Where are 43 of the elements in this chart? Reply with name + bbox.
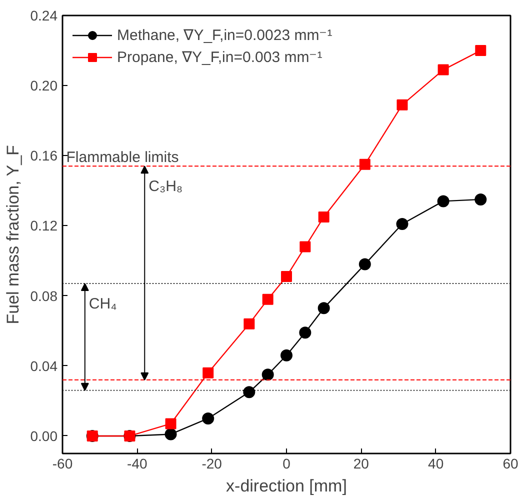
x-tick-label: 40 (428, 456, 444, 472)
y-tick-label: 0.24 (30, 8, 58, 24)
annotation: C₃H₈ (148, 178, 183, 196)
x-tick-label: 0 (282, 456, 291, 472)
y-tick-label: 0.20 (30, 78, 58, 94)
point (299, 326, 312, 339)
y-axis-title: Fuel mass fraction, Y_F (3, 145, 22, 324)
point (438, 64, 449, 76)
x-tick-label: 60 (502, 456, 518, 472)
x-axis-title: x-direction [mm] (226, 476, 347, 496)
point (280, 349, 292, 362)
point (262, 368, 274, 381)
point (474, 193, 487, 206)
y-tick-label: 0.16 (30, 148, 58, 164)
point (262, 294, 274, 305)
x-tick-label: -60 (52, 456, 73, 472)
annotation: Flammable limits (66, 149, 179, 166)
point (437, 195, 450, 208)
x-tick-label: 20 (353, 456, 370, 472)
point (165, 418, 176, 430)
point (318, 211, 330, 222)
y-tick-label: 0.04 (30, 358, 58, 374)
point (281, 271, 292, 282)
x-tick-label: -20 (202, 456, 222, 472)
y-tick-label: 0.12 (30, 218, 58, 234)
point (202, 412, 214, 424)
annotation: CH₄ (88, 296, 117, 313)
y-tick-label: 0.08 (30, 288, 58, 304)
point (300, 241, 311, 252)
point (318, 302, 330, 314)
legend-label: Methane, ∇Y_F,in=0.0023 mm⁻¹ (117, 26, 332, 44)
x-tick-label: -40 (127, 456, 148, 472)
point (244, 318, 255, 330)
point (358, 258, 371, 270)
point (396, 218, 408, 230)
point (359, 158, 370, 170)
point (164, 428, 177, 440)
y-tick-label: 0.00 (30, 428, 58, 444)
point (202, 367, 214, 378)
point (475, 45, 486, 56)
point (243, 386, 256, 398)
point (396, 99, 408, 110)
legend-label: Propane, ∇Y_F,in=0.003 mm⁻¹ (117, 48, 322, 66)
